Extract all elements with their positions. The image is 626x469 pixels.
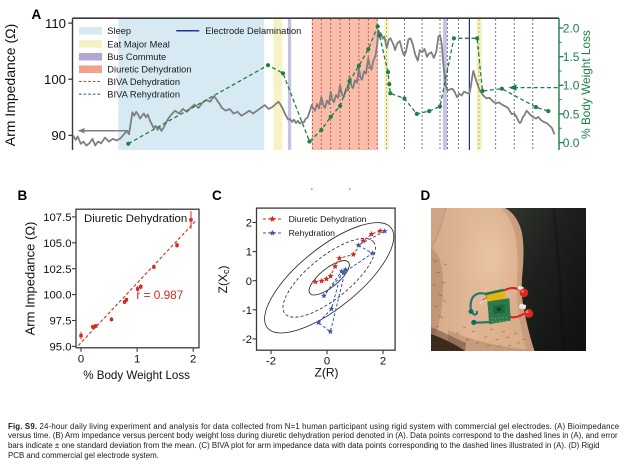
svg-text:0.5: 0.5 [563, 107, 580, 121]
svg-text:110: 110 [45, 16, 66, 31]
svg-text:1.0: 1.0 [563, 79, 580, 93]
svg-text:B: B [18, 188, 28, 203]
svg-text:102.5: 102.5 [43, 264, 71, 276]
svg-text:r = 0.987: r = 0.987 [136, 288, 183, 302]
svg-text:Electrode Delamination: Electrode Delamination [205, 26, 301, 36]
svg-text:D: D [421, 188, 431, 203]
svg-text:Sleep: Sleep [107, 26, 131, 36]
svg-text:100.0: 100.0 [43, 290, 71, 302]
svg-text:0: 0 [324, 356, 330, 368]
svg-text:A: A [32, 7, 42, 22]
svg-text:Diuretic Dehydration: Diuretic Dehydration [289, 214, 367, 224]
svg-text:2: 2 [246, 218, 252, 230]
svg-text:% Body Weight Loss: % Body Weight Loss [579, 30, 593, 139]
svg-text:95.0: 95.0 [50, 342, 72, 354]
svg-text:BIVA Dehydration: BIVA Dehydration [107, 77, 180, 87]
svg-text:BIVA Rehydration: BIVA Rehydration [107, 90, 180, 100]
svg-text:Z(Xc): Z(Xc) [216, 265, 231, 293]
svg-text:Arm Impedance (Ω): Arm Impedance (Ω) [2, 24, 18, 147]
svg-text:2.0: 2.0 [563, 21, 580, 35]
svg-text:Rehydration: Rehydration [289, 228, 336, 238]
svg-text:-2: -2 [242, 334, 252, 346]
svg-text:107.5: 107.5 [43, 212, 71, 224]
svg-text:100: 100 [44, 72, 66, 87]
svg-text:-1: -1 [242, 305, 252, 317]
svg-text:2: 2 [190, 353, 196, 365]
svg-text:90: 90 [51, 128, 66, 143]
svg-text:1: 1 [246, 247, 252, 259]
svg-text:-2: -2 [266, 356, 276, 368]
svg-text:105.0: 105.0 [43, 238, 71, 250]
svg-text:2: 2 [380, 356, 386, 368]
svg-text:97.5: 97.5 [50, 316, 72, 328]
svg-text:Diuretic Dehydration: Diuretic Dehydration [107, 65, 191, 75]
svg-text:0: 0 [246, 276, 252, 288]
svg-text:Diuretic Dehydration: Diuretic Dehydration [84, 213, 187, 225]
svg-text:Bus Commute: Bus Commute [107, 52, 166, 62]
svg-text:Eat Major Meal: Eat Major Meal [107, 39, 170, 49]
svg-text:1: 1 [134, 353, 140, 365]
svg-text:Arm Impedance (Ω): Arm Impedance (Ω) [23, 222, 38, 336]
svg-text:Z(R): Z(R) [315, 366, 339, 380]
svg-text:0.0: 0.0 [563, 136, 580, 150]
svg-text:% Body Weight Loss: % Body Weight Loss [83, 369, 190, 382]
svg-text:0: 0 [78, 353, 84, 365]
svg-text:C: C [212, 188, 222, 203]
svg-text:1.5: 1.5 [563, 50, 580, 64]
